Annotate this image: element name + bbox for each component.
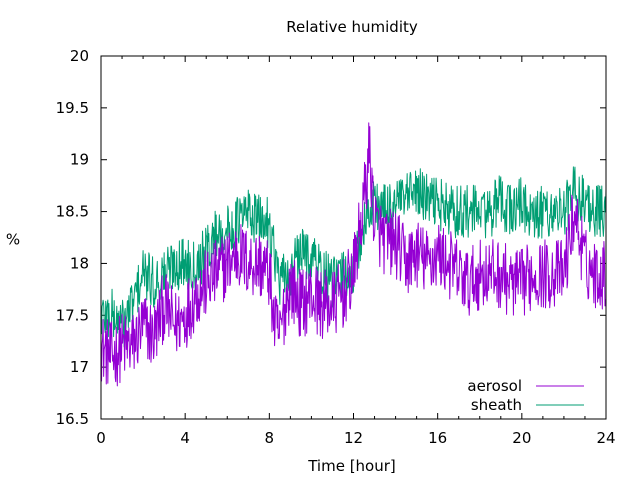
series-line-aerosol (100, 122, 607, 387)
x-tick-label: 12 (344, 429, 363, 447)
x-tick-label: 8 (265, 429, 275, 447)
x-tick-label: 0 (96, 429, 106, 447)
chart-title: Relative humidity (286, 18, 418, 36)
y-tick-label: 19.5 (56, 99, 89, 117)
y-tick-label: 17 (70, 358, 89, 376)
y-tick-label: 18.5 (56, 203, 89, 221)
y-tick-label: 17.5 (56, 306, 89, 324)
y-tick-label: 16.5 (56, 410, 89, 428)
x-tick-label: 16 (428, 429, 447, 447)
plot-frame (100, 55, 607, 420)
y-tick-label: 20 (70, 47, 89, 65)
series-lines (100, 122, 607, 387)
y-tick-label: 18 (70, 254, 89, 272)
x-tick-label: 4 (180, 429, 190, 447)
y-axis-title: % (6, 231, 20, 249)
tick-group: 0 4 8 12 16 20 24 16.5 17 17.5 18 18.5 19 19.5 20 (56, 47, 616, 447)
series-line-sheath (100, 166, 607, 348)
x-tick-label: 24 (596, 429, 615, 447)
y-tick-label: 19 (70, 151, 89, 169)
legend-label-sheath: sheath (471, 396, 522, 414)
legend-label-aerosol: aerosol (467, 377, 522, 395)
x-axis-title: Time [hour] (307, 457, 396, 475)
x-tick-label: 20 (512, 429, 531, 447)
